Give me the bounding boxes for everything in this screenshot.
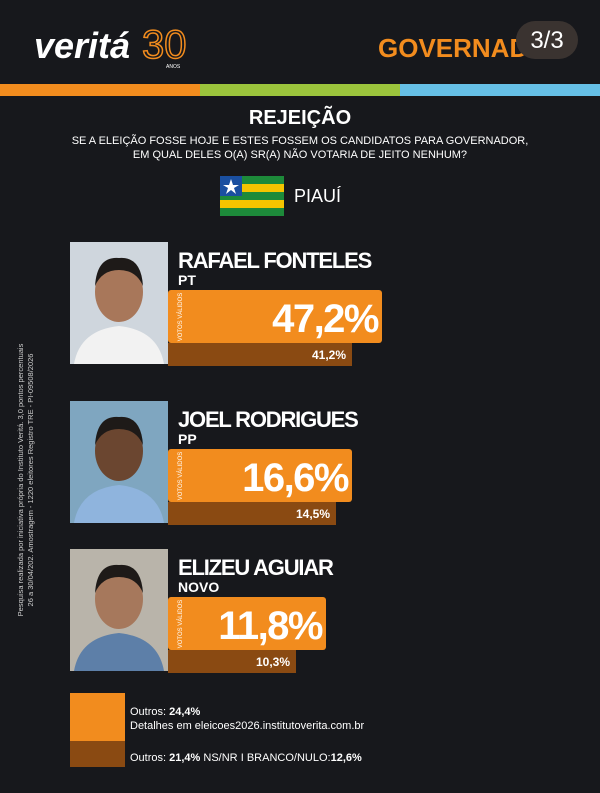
stripe xyxy=(0,84,200,96)
candidate-name: RAFAEL FONTELES xyxy=(178,248,372,273)
others-valid: Outros: 24,4% xyxy=(130,706,201,718)
flag xyxy=(220,176,284,216)
total-box xyxy=(168,502,336,525)
candidate-party: PT xyxy=(178,272,196,288)
photo-head xyxy=(95,569,143,629)
label: BRANCO/NULO: xyxy=(247,752,331,764)
label: Outros: xyxy=(130,752,166,764)
candidate-name: ELIZEU AGUIAR xyxy=(178,555,334,580)
valid-value: 16,6% xyxy=(242,456,349,500)
details: Detalhes em eleicoes2026.institutoverita… xyxy=(130,720,365,732)
side-note: Pesquisa realizada por iniciativa própri… xyxy=(16,343,25,616)
photo-hair xyxy=(95,416,143,445)
total-value: 41,2% xyxy=(312,348,346,362)
valid-box xyxy=(168,597,326,650)
valid-box xyxy=(168,290,382,343)
candidate-party: PP xyxy=(178,431,197,447)
total-value: 10,3% xyxy=(256,655,290,669)
logo-small: ANOS xyxy=(166,64,181,70)
value: 21,4% xyxy=(169,752,200,764)
valid-value: 47,2% xyxy=(272,297,379,341)
others-total: Outros: 21,4% NS/NR I BRANCO/NULO:12,6% xyxy=(130,752,362,764)
stripe xyxy=(400,84,600,96)
footer-block xyxy=(70,741,125,767)
value: 12,6% xyxy=(331,752,362,764)
page-indicator: 3/3 xyxy=(530,27,563,54)
total-box xyxy=(168,650,296,673)
votes-label: VOTOS VÁLIDOS xyxy=(177,293,184,342)
photo-body xyxy=(74,326,164,364)
stripe xyxy=(200,84,400,96)
separator: I xyxy=(241,752,244,764)
candidate-photo xyxy=(70,401,168,523)
valid-box xyxy=(168,449,352,502)
photo-hair xyxy=(95,257,143,286)
votes-label: VOTOS VÁLIDOS xyxy=(177,600,184,649)
footer-block xyxy=(70,693,125,741)
nsnr: NS/NR xyxy=(203,752,237,764)
candidate-photo xyxy=(70,549,168,671)
label: Outros: xyxy=(130,706,166,718)
question: SE A ELEIÇÃO FOSSE HOJE E ESTES FOSSEM O… xyxy=(72,134,529,147)
side-note: 26 a 30/04/202. Amostragem - 1220 eleito… xyxy=(26,354,35,607)
logo-number: 30 xyxy=(142,23,187,67)
candidate-name: JOEL RODRIGUES xyxy=(178,407,358,432)
votes-label: VOTOS VÁLIDOS xyxy=(177,452,184,501)
candidate-photo xyxy=(70,242,168,364)
question: EM QUAL DELES O(A) SR(A) NÃO VOTARIA DE … xyxy=(133,148,467,161)
photo-head xyxy=(95,262,143,322)
value: 24,4% xyxy=(169,706,200,718)
photo-head xyxy=(95,421,143,481)
candidate-party: NOVO xyxy=(178,579,219,595)
photo-hair xyxy=(95,564,143,593)
valid-value: 11,8% xyxy=(218,604,323,648)
page-badge xyxy=(516,21,578,59)
state: PIAUÍ xyxy=(294,186,341,206)
photo-body xyxy=(74,485,164,523)
title: REJEIÇÃO xyxy=(249,106,351,129)
total-box xyxy=(168,343,352,366)
photo-body xyxy=(74,633,164,671)
total-value: 14,5% xyxy=(296,507,330,521)
logo: veritá xyxy=(34,25,130,66)
